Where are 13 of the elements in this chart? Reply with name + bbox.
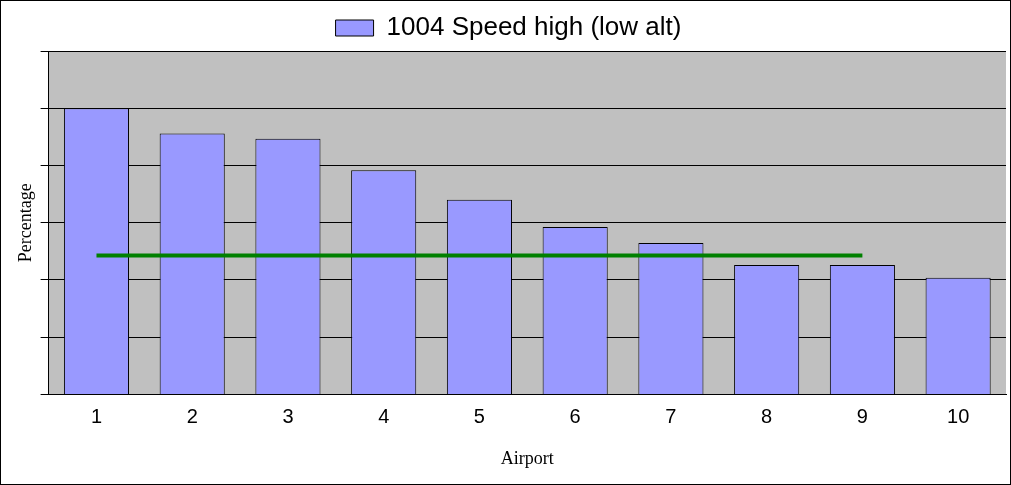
x-tick-label: 2: [186, 404, 198, 427]
x-tick-label: 10: [947, 404, 970, 427]
x-tick-label: 3: [282, 404, 294, 427]
x-tick-label: 5: [473, 404, 485, 427]
x-tick-label: 7: [665, 404, 677, 427]
x-tick-label: 6: [569, 404, 581, 427]
x-tick-label: 8: [761, 404, 773, 427]
x-tick-label: 4: [378, 404, 390, 427]
x-tick-label: 1: [90, 404, 103, 427]
x-tick-label: 9: [856, 404, 868, 427]
x-axis-title: Airport: [500, 447, 554, 468]
y-axis-title: Percentage: [14, 183, 35, 263]
legend-label: 1004 Speed high (low alt): [386, 11, 682, 42]
